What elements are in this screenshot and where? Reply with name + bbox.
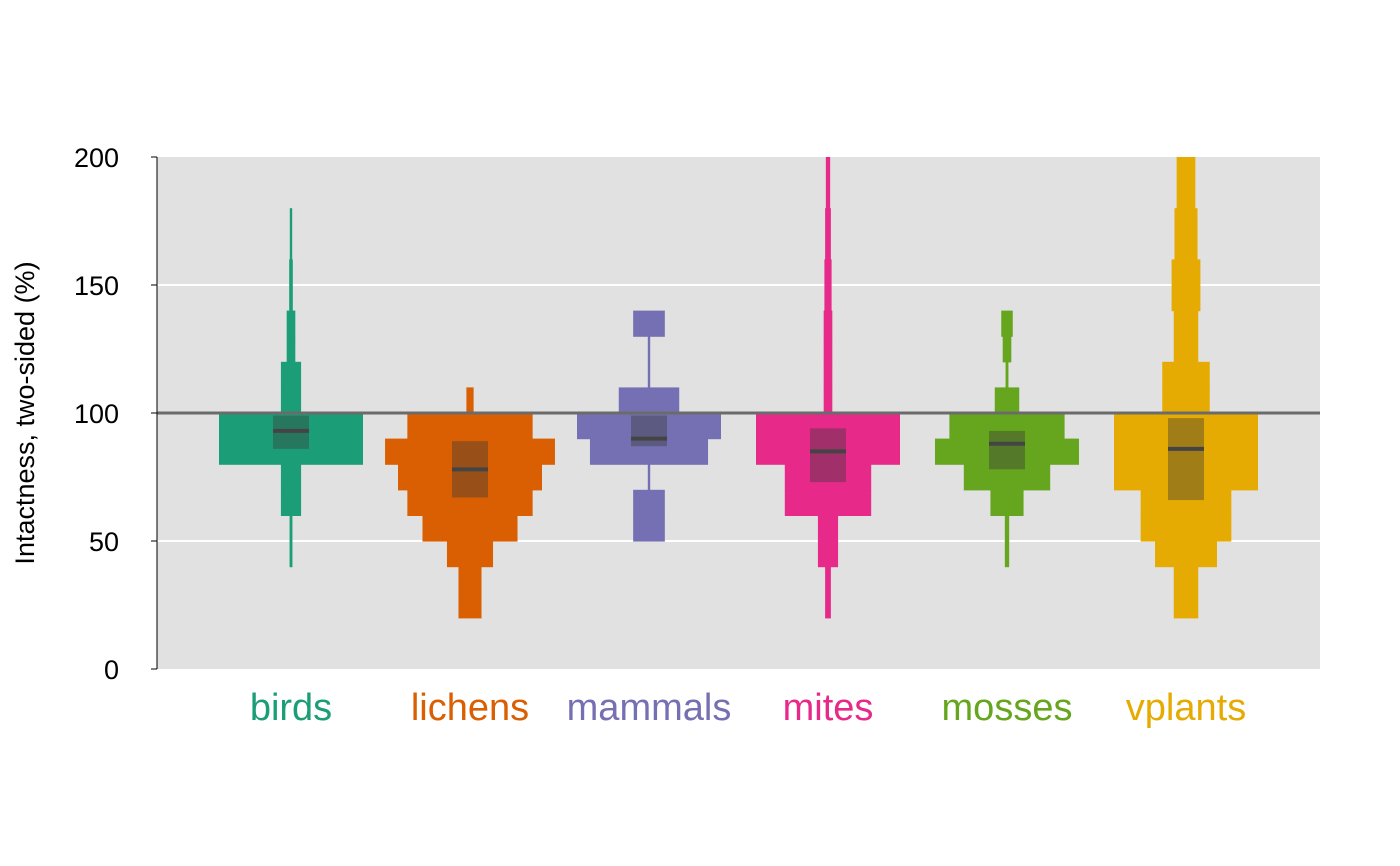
lichens-bin-40-50 [446,541,494,568]
vplants-bin-110-120 [1162,361,1210,388]
birds-bin-40-50 [289,541,293,568]
lichens-bin-90-100 [407,413,533,440]
mites-bin-50-60 [817,515,839,542]
mites-bin-100-110 [823,387,833,414]
lichens-bin-100-110 [466,387,474,414]
birds-bin-140-160 [289,259,293,312]
mosses-bin-90-100 [949,413,1065,440]
mites-bin-60-70 [784,489,872,516]
category-label-vplants: vplants [1126,687,1246,729]
violin-lichens [385,387,555,619]
birds-bin-110-120 [280,361,302,388]
vplants-iqr-box [1168,418,1204,501]
vplants-bin-120-130 [1173,336,1199,363]
vplants-bin-90-100 [1114,413,1258,440]
mosses-bin-120-130 [1002,336,1012,363]
mammals-bin-70-80 [647,464,651,491]
mammals-bin-120-130 [647,336,651,363]
category-labels: birds lichens mammals mites mosses vplants [250,687,1246,729]
birds-bin-60-70 [280,489,302,516]
violin-mosses [935,310,1079,568]
mosses-bin-100-110 [994,387,1020,414]
category-label-birds: birds [250,687,332,729]
mites-bin-130-140 [823,310,833,337]
mammals-bin-60-70 [633,489,665,516]
y-axis-ticks: 0 50 100 150 200 [74,143,157,685]
vplants-bin-70-80 [1114,464,1258,491]
mosses-bin-130-140 [1001,310,1013,337]
lichens-bin-80-90 [385,438,555,465]
mites-bin-120-130 [823,336,833,363]
mammals-bin-90-100 [577,413,721,440]
mammals-bin-110-120 [647,361,651,388]
violin-marks [219,157,1258,619]
mosses-iqr-box [989,430,1025,470]
mites-bin-140-160 [824,259,832,312]
mites-bin-70-80 [784,464,872,491]
y-tick-label-200: 200 [74,143,119,173]
violin-vplants [1114,157,1258,619]
mosses-bin-50-60 [1004,515,1010,542]
birds-bin-80-90 [219,438,363,465]
mites-iqr-box [810,428,846,483]
category-label-lichens: lichens [411,687,529,729]
vplants-bin-20-40 [1173,566,1199,619]
y-tick-label-0: 0 [104,655,119,685]
y-tick-label-150: 150 [74,271,119,301]
vplants-bin-130-140 [1173,310,1199,337]
birds-bin-50-60 [289,515,293,542]
vplants-bin-100-110 [1162,387,1210,414]
vplants-bin-50-60 [1140,515,1232,542]
vplants-bin-180-200 [1176,157,1196,209]
birds-bin-70-80 [280,464,302,491]
birds-bin-100-110 [280,387,302,414]
mosses-bin-60-70 [990,489,1024,516]
mites-bin-160-180 [825,208,831,260]
y-tick-label-100: 100 [74,399,119,429]
vplants-bin-160-180 [1174,208,1198,260]
mammals-iqr-box [631,415,667,447]
mites-bin-180-200 [825,157,831,209]
violin-mites [756,157,900,619]
birds-bin-130-140 [286,310,296,337]
mosses-bin-70-80 [963,464,1051,491]
mites-bin-20-40 [825,566,831,619]
mammals-bin-130-140 [633,310,665,337]
vplants-bin-40-50 [1155,541,1217,568]
mosses-bin-110-120 [1005,361,1009,388]
vplants-bin-60-70 [1140,489,1232,516]
mammals-bin-50-60 [633,515,665,542]
lichens-bin-60-70 [407,489,533,516]
mosses-bin-40-50 [1004,541,1010,568]
category-label-mites: mites [783,687,874,729]
violin-birds [219,208,363,568]
lichens-bin-50-60 [422,515,518,542]
lichens-bin-20-40 [458,566,482,619]
category-label-mosses: mosses [942,687,1073,729]
mites-bin-90-100 [756,413,900,440]
category-label-mammals: mammals [567,687,732,729]
mites-bin-110-120 [823,361,833,388]
mammals-bin-100-110 [618,387,680,414]
birds-bin-90-100 [219,413,363,440]
y-tick-label-50: 50 [89,527,119,557]
birds-bin-160-180 [289,208,293,260]
mites-bin-40-50 [817,541,839,568]
mammals-bin-80-90 [589,438,709,465]
y-axis-label: Intactness, two-sided (%) [10,261,40,564]
vplants-bin-80-90 [1114,438,1258,465]
violin-mammals [577,310,721,542]
vplants-bin-140-160 [1171,259,1201,312]
birds-bin-120-130 [286,336,296,363]
